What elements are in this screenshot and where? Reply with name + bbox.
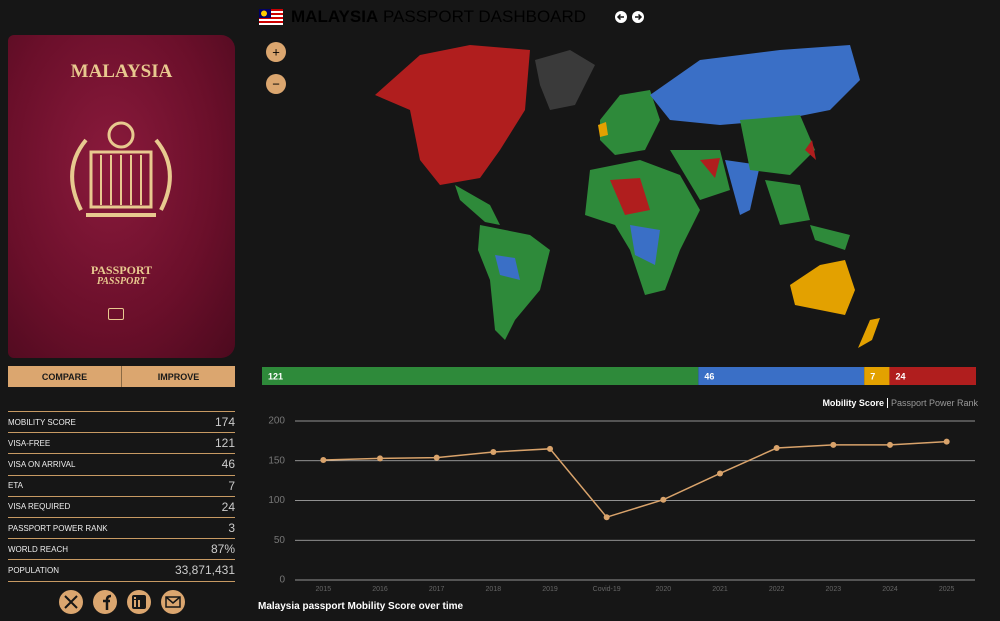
x-tick-label: 2022 [769, 586, 785, 593]
stat-row: POPULATION 33,871,431 [8, 560, 235, 582]
stat-value: 121 [214, 436, 235, 451]
y-tick-label: 50 [274, 535, 286, 546]
x-tick-label: 2016 [372, 586, 388, 593]
point [830, 441, 837, 448]
point [717, 470, 723, 477]
x-tick-label: 2015 [316, 586, 332, 593]
x-tick-label: 2019 [542, 586, 558, 593]
zoom-controls[interactable]: + − [266, 42, 286, 94]
stat-row: PASSPORT POWER RANK 3 [8, 518, 235, 540]
social-icons[interactable] [59, 590, 185, 614]
x-tick-label: 2020 [656, 586, 672, 593]
x-tick-label: 2021 [712, 586, 728, 593]
x-tick-label: Covid-19 [593, 586, 621, 593]
flag [259, 9, 283, 25]
stat-label: VISA REQUIRED [8, 502, 71, 512]
tab[interactable]: Passport Power Rank [890, 398, 978, 408]
stat-value: 33,871,431 [174, 563, 235, 578]
stat-row: VISA REQUIRED 24 [8, 497, 235, 518]
y-tick-label: 100 [268, 495, 285, 506]
stat-row: MOBILITY SCORE 174 [8, 412, 235, 434]
tab[interactable]: Mobility Score [822, 398, 888, 408]
point [660, 496, 667, 503]
nav-arrows[interactable] [615, 11, 644, 23]
stat-label: POPULATION [8, 565, 59, 575]
crest [70, 121, 172, 217]
point [490, 449, 497, 456]
chip-icon [108, 308, 124, 320]
stat-row: VISA ON ARRIVAL 46 [8, 454, 235, 476]
compare-button[interactable]: COMPARE [41, 371, 88, 382]
stat-label: VISA ON ARRIVAL [8, 459, 76, 469]
stat-row: VISA-FREE 121 [8, 433, 235, 455]
x-tick-label: 2024 [882, 586, 898, 593]
distribution-segment [698, 367, 865, 385]
stat-value: 87% [210, 542, 235, 557]
passport-country: MALAYSIA [70, 61, 173, 82]
zoom-in[interactable]: + [272, 44, 280, 59]
chart-tabs: Mobility Score Passport Power Rank [822, 398, 978, 408]
stat-value: 24 [221, 499, 235, 514]
x-tick-label: 2017 [429, 586, 445, 593]
passport-cover: MALAYSIA PASSPORT PASSPORT [8, 35, 235, 358]
passport-label-alt: PASSPORT [96, 276, 147, 287]
point [887, 441, 893, 448]
point [320, 456, 327, 463]
passport-label: PASSPORT [90, 263, 153, 277]
distribution-segment [889, 367, 976, 385]
stat-row: WORLD REACH 87% [8, 539, 235, 561]
segment-label: 46 [704, 371, 714, 381]
distribution-bar: 121 46 7 24 [262, 367, 976, 385]
y-tick-label: 0 [279, 575, 285, 586]
y-tick-label: 150 [268, 455, 285, 466]
stat-value: 7 [228, 478, 235, 493]
stat-label: PASSPORT POWER RANK [8, 523, 108, 533]
segment-label: 121 [268, 371, 283, 381]
y-tick-label: 200 [268, 416, 285, 427]
action-buttons: COMPARE IMPROVE [8, 366, 235, 387]
point [377, 455, 383, 462]
stat-label: VISA-FREE [8, 438, 51, 448]
stats-table: MOBILITY SCORE 174 VISA-FREE 121 VISA ON ARR… [8, 411, 235, 582]
stat-value: 174 [214, 415, 235, 430]
x-tick-label: 2018 [486, 586, 502, 593]
point [773, 445, 780, 452]
point [547, 445, 553, 452]
segment-label: 24 [895, 371, 905, 381]
point [943, 438, 950, 445]
world-map[interactable] [375, 45, 880, 348]
point [603, 514, 610, 521]
stat-value: 46 [221, 457, 235, 472]
title: MALAYSIA PASSPORT DASHBOARD [291, 7, 586, 26]
x-tick-label: 2025 [939, 586, 955, 593]
segment-label: 7 [870, 371, 875, 381]
chart: 0 50 100 150 200 2015 2016 2017 2018 2019 Covid-19… [268, 416, 975, 593]
series-line [323, 440, 947, 519]
stat-row: ETA 7 [8, 476, 235, 497]
stat-label: WORLD REACH [8, 544, 69, 554]
distribution-segment [262, 367, 699, 385]
point [433, 454, 440, 461]
stat-label: ETA [8, 481, 23, 491]
chart-title: Malaysia passport Mobility Score over ti… [258, 601, 464, 612]
stat-label: MOBILITY SCORE [8, 417, 76, 427]
x-tick-label: 2023 [826, 586, 842, 593]
zoom-out[interactable]: − [272, 76, 280, 91]
distribution-segment [864, 367, 890, 385]
stat-value: 3 [228, 521, 235, 536]
improve-button[interactable]: IMPROVE [121, 366, 235, 387]
